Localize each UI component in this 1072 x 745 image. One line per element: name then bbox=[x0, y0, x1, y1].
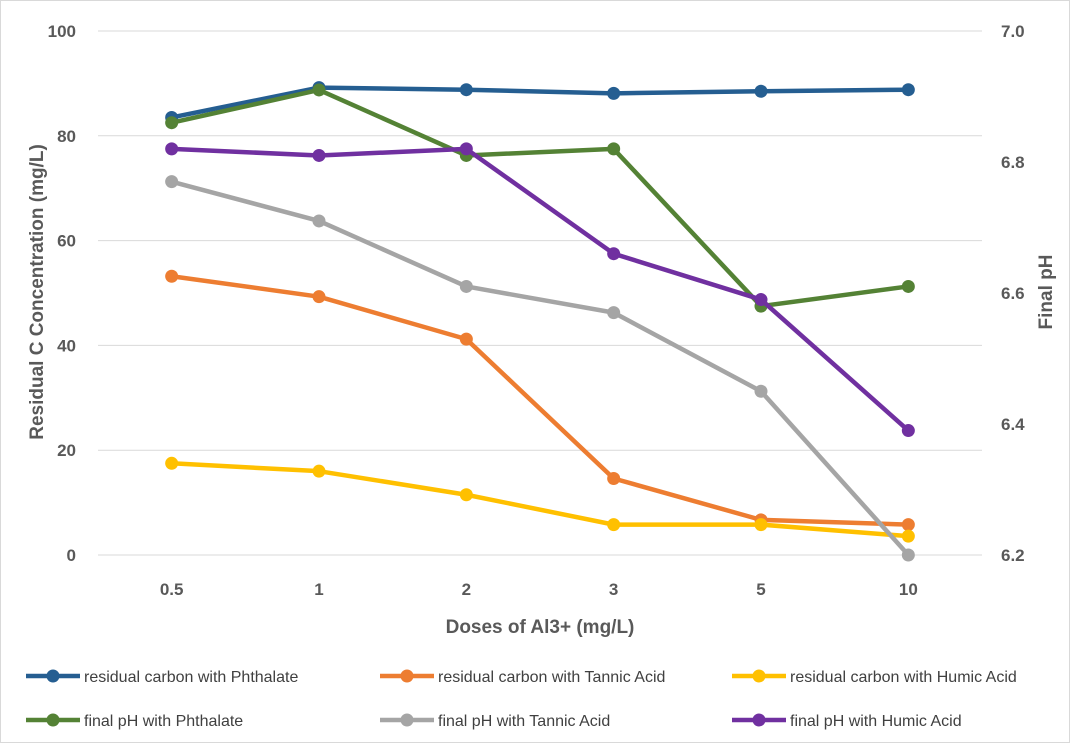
data-point bbox=[901, 83, 915, 97]
series-5 bbox=[165, 142, 915, 438]
legend-item: final pH with Phthalate bbox=[26, 713, 243, 730]
series-line bbox=[169, 146, 911, 433]
y2-tick-label: 6.8 bbox=[1001, 153, 1025, 172]
data-point bbox=[312, 214, 326, 228]
legend-swatch-marker bbox=[752, 713, 766, 727]
series-4 bbox=[165, 175, 915, 562]
legend-item: final pH with Tannic Acid bbox=[380, 713, 610, 730]
data-point bbox=[607, 306, 621, 320]
data-point bbox=[901, 424, 915, 438]
data-point bbox=[165, 456, 179, 470]
x-tick-label: 2 bbox=[462, 580, 471, 599]
y2-tick-label: 6.4 bbox=[1001, 415, 1025, 434]
legend-swatch-marker bbox=[46, 669, 60, 683]
x-tick-label: 3 bbox=[609, 580, 618, 599]
data-point bbox=[901, 279, 915, 293]
series-2 bbox=[165, 456, 915, 543]
data-point bbox=[607, 518, 621, 532]
left-axis-ticks: 0 20 40 60 80 100 bbox=[48, 22, 76, 565]
y-tick-label: 20 bbox=[57, 441, 76, 460]
y2-tick-label: 6.2 bbox=[1001, 546, 1025, 565]
data-point bbox=[607, 86, 621, 100]
data-point bbox=[754, 518, 768, 532]
series-line bbox=[169, 179, 911, 558]
data-point bbox=[165, 116, 179, 130]
data-point bbox=[459, 142, 473, 156]
series-line bbox=[169, 461, 911, 539]
x-tick-label: 10 bbox=[899, 580, 918, 599]
data-point bbox=[901, 529, 915, 543]
data-point bbox=[901, 518, 915, 532]
legend-item: residual carbon with Tannic Acid bbox=[380, 669, 665, 686]
legend-swatch-marker bbox=[400, 669, 414, 683]
legend-item: residual carbon with Humic Acid bbox=[732, 669, 1017, 686]
y-tick-label: 60 bbox=[57, 232, 76, 251]
y2-axis-title: Final pH bbox=[1036, 255, 1057, 330]
series-3 bbox=[165, 83, 915, 313]
series-line bbox=[169, 87, 911, 309]
y-tick-label: 0 bbox=[67, 546, 76, 565]
data-point bbox=[165, 175, 179, 189]
data-point bbox=[607, 247, 621, 261]
legend-label: final pH with Phthalate bbox=[84, 713, 243, 730]
legend-swatch-marker bbox=[752, 669, 766, 683]
series-line bbox=[169, 85, 911, 120]
y-tick-label: 80 bbox=[57, 127, 76, 146]
series-1 bbox=[165, 269, 915, 532]
legend-swatch-marker bbox=[400, 713, 414, 727]
legend-item: final pH with Humic Acid bbox=[732, 713, 962, 730]
data-point bbox=[312, 464, 326, 478]
legend-label: residual carbon with Humic Acid bbox=[790, 669, 1017, 686]
data-point bbox=[165, 269, 179, 283]
data-point bbox=[312, 83, 326, 97]
legend-swatch-marker bbox=[46, 713, 60, 727]
series-0 bbox=[165, 81, 915, 124]
legend-item: residual carbon with Phthalate bbox=[26, 669, 298, 686]
legend-label: residual carbon with Tannic Acid bbox=[438, 669, 665, 686]
data-point bbox=[607, 142, 621, 156]
x-tick-label: 5 bbox=[756, 580, 765, 599]
y2-tick-label: 7.0 bbox=[1001, 22, 1025, 41]
legend-label: final pH with Humic Acid bbox=[790, 713, 962, 730]
x-tick-label: 1 bbox=[314, 580, 323, 599]
data-point bbox=[459, 332, 473, 346]
data-point bbox=[754, 293, 768, 307]
legend-label: residual carbon with Phthalate bbox=[84, 669, 298, 686]
x-axis-title: Doses of Al3+ (mg/L) bbox=[446, 617, 635, 638]
y-tick-label: 40 bbox=[57, 336, 76, 355]
data-point bbox=[607, 471, 621, 485]
data-point bbox=[165, 142, 179, 156]
data-point bbox=[754, 384, 768, 398]
data-point bbox=[459, 488, 473, 502]
gridlines bbox=[98, 30, 982, 556]
y-tick-label: 100 bbox=[48, 22, 76, 41]
series-lines bbox=[165, 81, 915, 562]
x-tick-label: 0.5 bbox=[160, 580, 184, 599]
legend: residual carbon with Phthalate residual c… bbox=[26, 669, 1017, 730]
data-point bbox=[754, 84, 768, 98]
y-axis-title: Residual C Concentration (mg/L) bbox=[27, 144, 48, 440]
y2-tick-label: 6.6 bbox=[1001, 284, 1025, 303]
right-axis-ticks: 6.2 6.4 6.6 6.8 7.0 bbox=[1001, 22, 1025, 565]
series-line bbox=[169, 273, 911, 527]
data-point bbox=[901, 548, 915, 562]
data-point bbox=[459, 83, 473, 97]
x-axis-ticks: 0.5 1 2 3 5 10 bbox=[160, 580, 918, 599]
data-point bbox=[312, 290, 326, 304]
legend-label: final pH with Tannic Acid bbox=[438, 713, 610, 730]
data-point bbox=[312, 148, 326, 162]
data-point bbox=[459, 279, 473, 293]
